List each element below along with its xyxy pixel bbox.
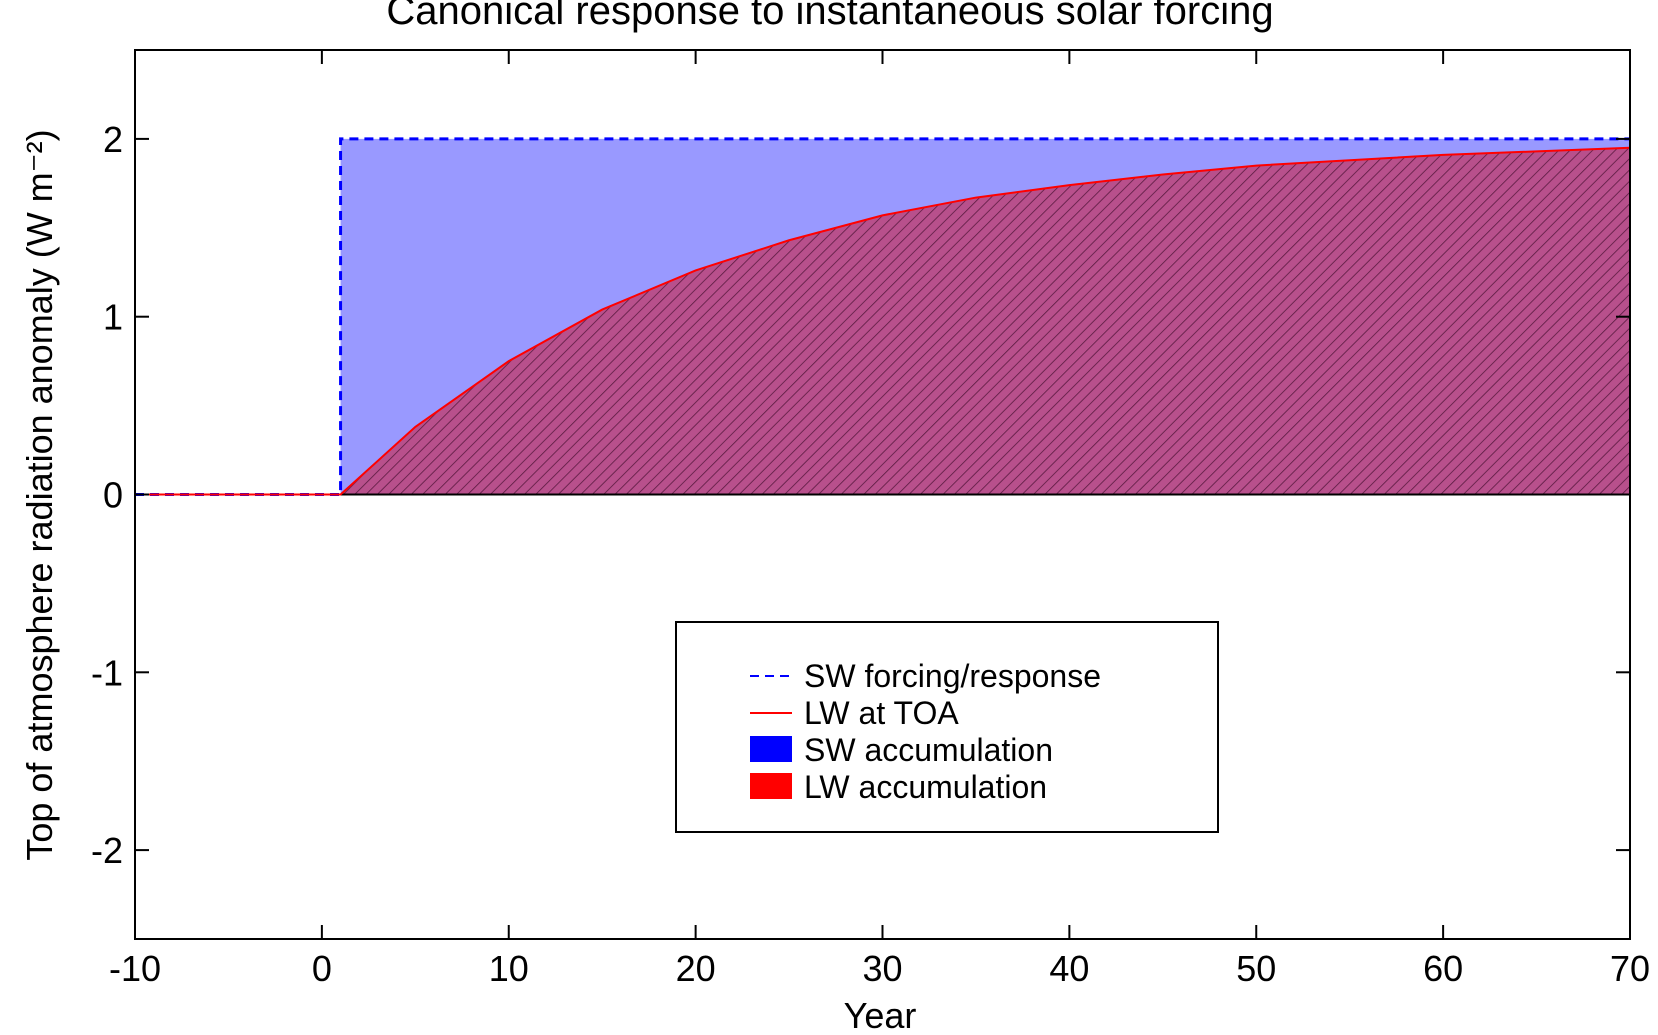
chart-title: Canonical response to instantaneous sola… bbox=[386, 0, 1273, 33]
x-tick-label: 30 bbox=[862, 948, 902, 989]
x-tick-label: 10 bbox=[489, 948, 529, 989]
y-tick-label: 1 bbox=[103, 297, 123, 338]
x-axis-label: Year bbox=[844, 995, 917, 1035]
line bbox=[135, 146, 1631, 496]
line bbox=[135, 137, 1630, 496]
y-tick-label: 0 bbox=[103, 475, 123, 516]
area bbox=[135, 147, 1630, 495]
y-tick-label: -2 bbox=[91, 830, 123, 871]
x-tick-label: 50 bbox=[1236, 948, 1276, 989]
legend-swatch bbox=[750, 773, 792, 799]
legend-label: LW at TOA bbox=[804, 695, 959, 731]
x-tick-label: -10 bbox=[109, 948, 161, 989]
x-tick-label: 60 bbox=[1423, 948, 1463, 989]
x-tick-label: 0 bbox=[312, 948, 332, 989]
y-axis-label: Top of atmosphere radiation anomaly (W m… bbox=[19, 129, 60, 860]
legend-swatch bbox=[750, 736, 792, 762]
x-tick-label: 40 bbox=[1049, 948, 1089, 989]
x-tick-label: 70 bbox=[1610, 948, 1650, 989]
y-tick-label: 2 bbox=[103, 119, 123, 160]
legend-label: LW accumulation bbox=[804, 769, 1047, 805]
y-tick-label: -1 bbox=[91, 652, 123, 693]
legend-label: SW accumulation bbox=[804, 732, 1053, 768]
legend-label: SW forcing/response bbox=[804, 658, 1101, 694]
x-tick-label: 20 bbox=[676, 948, 716, 989]
